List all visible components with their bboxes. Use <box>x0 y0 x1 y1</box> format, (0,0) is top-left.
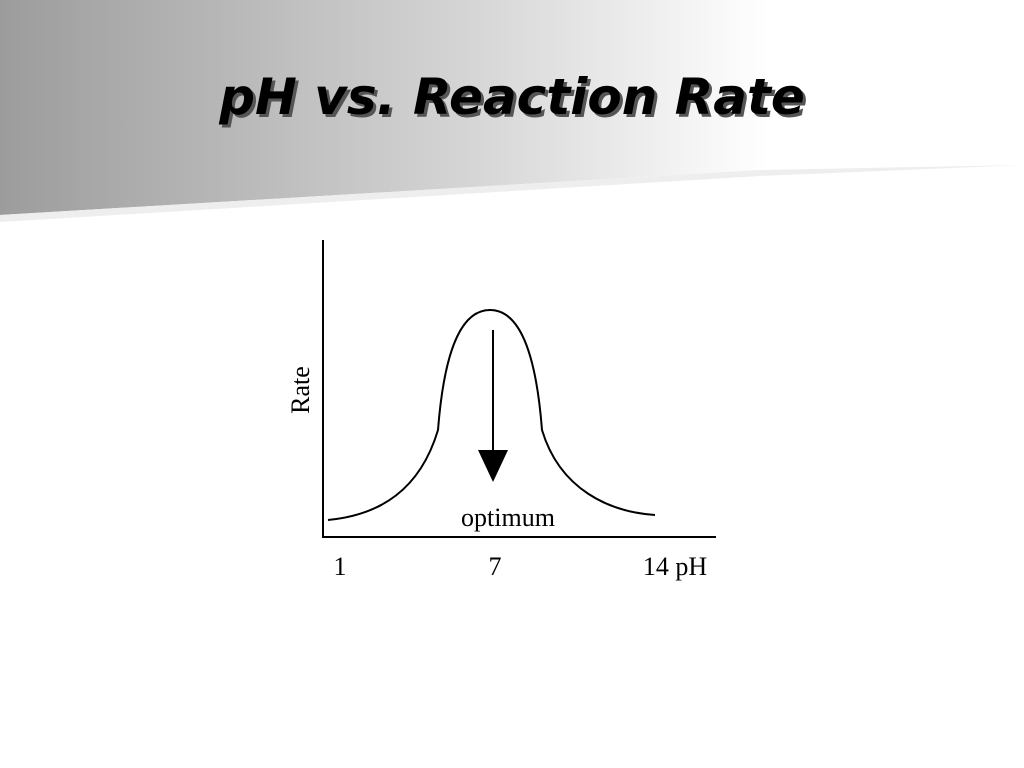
rate-curve <box>327 308 656 521</box>
x-label: 1 <box>334 552 347 581</box>
x-label: 7 <box>489 552 502 581</box>
arrow-head <box>478 450 508 482</box>
x-label: 14 pH <box>643 552 708 581</box>
title-shadow: pH vs. Reaction Rate <box>221 71 808 129</box>
graph: optimum 1 7 14 pH Rate <box>286 240 716 581</box>
annotation: optimum <box>461 503 555 532</box>
slide-title: pH vs. Reaction Rate <box>218 68 805 126</box>
y-label: Rate <box>286 366 315 414</box>
header-band <box>0 0 1024 215</box>
